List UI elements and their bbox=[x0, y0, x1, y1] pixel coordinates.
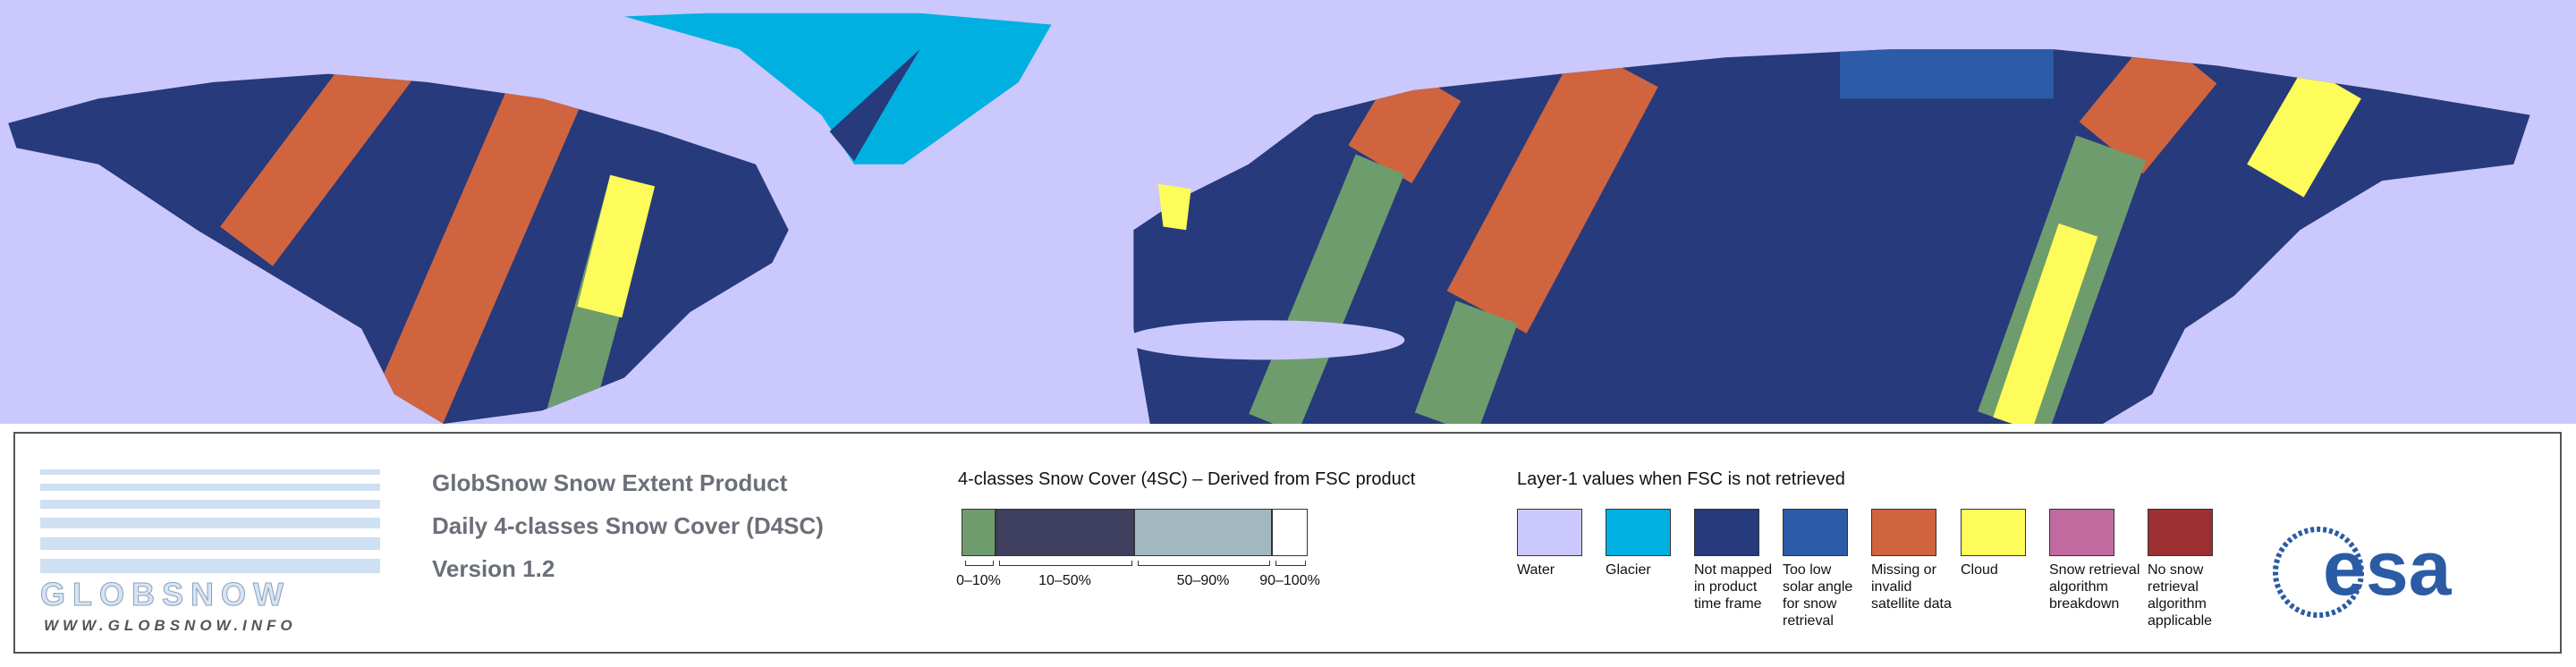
legend-title: Layer-1 values when FSC is not retrieved bbox=[1517, 469, 1845, 489]
legend-swatch bbox=[2049, 509, 2114, 556]
class-bracket bbox=[1138, 561, 1270, 566]
legend-panel: GLOBSNOW WWW.GLOBSNOW.INFO GlobSnow Snow… bbox=[13, 432, 2562, 654]
legend-swatch bbox=[1783, 509, 1848, 556]
legend-swatch bbox=[1606, 509, 1671, 556]
legend-label: Missing or invalid satellite data bbox=[1871, 562, 1952, 612]
class-label: 90–100% bbox=[1259, 573, 1320, 588]
class-swatch bbox=[1272, 509, 1308, 556]
legend-title: 4-classes Snow Cover (4SC) – Derived fro… bbox=[958, 469, 1416, 489]
legend-swatch bbox=[1694, 509, 1759, 556]
logo-url: WWW.GLOBSNOW.INFO bbox=[44, 617, 297, 630]
class-bracket bbox=[999, 561, 1132, 566]
product-line: Daily 4-classes Snow Cover (D4SC) bbox=[432, 512, 824, 539]
snow-map bbox=[0, 0, 2576, 424]
legend-label: Cloud bbox=[1961, 562, 1998, 578]
legend-label: No snow retrieval algorithm applicable bbox=[2148, 562, 2213, 629]
class-swatch bbox=[996, 509, 1134, 556]
class-label: 50–90% bbox=[1176, 573, 1230, 588]
legend-label: Not mapped in product time frame bbox=[1694, 562, 1773, 612]
class-swatch bbox=[1134, 509, 1272, 556]
class-label: 10–50% bbox=[1038, 573, 1091, 588]
legend-label: Water bbox=[1517, 562, 1555, 578]
legend-swatch bbox=[1517, 509, 1582, 556]
product-line: GlobSnow Snow Extent Product bbox=[432, 469, 788, 496]
legend-label: Glacier bbox=[1606, 562, 1651, 578]
class-swatch bbox=[962, 509, 996, 556]
esa-logo: esa bbox=[2273, 526, 2453, 618]
legend-label: Snow retrieval algorithm breakdown bbox=[2049, 562, 2140, 612]
product-line: Version 1.2 bbox=[432, 555, 555, 582]
legend-swatch bbox=[2148, 509, 2213, 556]
class-label: 0–10% bbox=[956, 573, 1001, 588]
legend-swatch bbox=[1961, 509, 2026, 556]
globsnow-logo: GLOBSNOW WWW.GLOBSNOW.INFO bbox=[40, 469, 380, 630]
legend-swatch bbox=[1871, 509, 1936, 556]
esa-text: esa bbox=[2323, 526, 2453, 612]
legend-label: Too low solar angle for snow retrieval bbox=[1783, 562, 1853, 629]
class-bracket bbox=[965, 561, 994, 566]
logo-name: GLOBSNOW bbox=[40, 576, 291, 612]
class-bracket bbox=[1275, 561, 1306, 566]
